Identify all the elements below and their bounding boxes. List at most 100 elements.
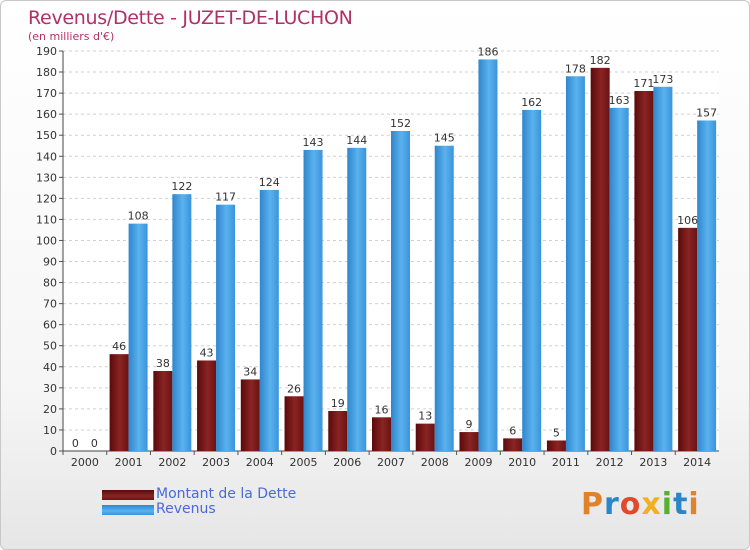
bar-dette [372, 417, 391, 451]
data-label-dette: 43 [200, 346, 214, 359]
data-label-dette: 106 [677, 214, 698, 227]
x-tick-label: 2012 [596, 456, 624, 469]
axes: 0102030405060708090100110120130140150160… [36, 45, 719, 469]
data-label-revenus: 152 [390, 117, 411, 130]
x-tick-label: 2011 [552, 456, 580, 469]
data-label-dette: 38 [156, 357, 170, 370]
y-tick-label: 110 [36, 213, 57, 226]
data-label-revenus: 124 [259, 176, 280, 189]
chart-unit-label: (en milliers d'€) [28, 30, 115, 43]
y-tick-label: 150 [36, 129, 57, 142]
data-label-dette: 16 [375, 403, 389, 416]
x-tick-label: 2013 [639, 456, 667, 469]
bar-dette [197, 360, 217, 451]
data-label-revenus: 173 [652, 73, 673, 86]
data-label-dette: 19 [331, 397, 345, 410]
bar-revenus [609, 107, 629, 451]
bar-revenus [128, 223, 148, 451]
proxiti-logo: Proxiti [581, 487, 700, 522]
bar-revenus [259, 189, 279, 451]
bar-dette [284, 396, 304, 451]
logo-letter: P [581, 487, 604, 522]
y-tick-label: 30 [43, 382, 57, 395]
y-tick-label: 140 [36, 150, 57, 163]
data-label-dette: 6 [509, 424, 516, 437]
bar-dette [590, 67, 610, 451]
y-tick-label: 180 [36, 66, 57, 79]
data-label-dette: 182 [590, 54, 611, 67]
x-tick-label: 2000 [71, 456, 99, 469]
logo-letter: o [619, 487, 642, 522]
bar-dette [328, 411, 348, 451]
data-label-revenus: 186 [477, 45, 498, 58]
y-tick-label: 10 [43, 424, 57, 437]
data-label-revenus: 163 [609, 94, 630, 107]
data-label-dette: 34 [243, 365, 257, 378]
bar-dette [546, 440, 566, 451]
data-label-revenus: 144 [346, 134, 367, 147]
x-tick-label: 2001 [115, 456, 143, 469]
legend-swatch-dette [102, 490, 154, 500]
bar-revenus [172, 194, 192, 451]
bar-revenus [347, 147, 367, 451]
y-tick-label: 170 [36, 87, 57, 100]
y-tick-label: 70 [43, 298, 57, 311]
bars [109, 59, 717, 452]
x-tick-label: 2007 [377, 456, 405, 469]
bar-dette [109, 354, 129, 451]
data-label-revenus: 108 [128, 210, 149, 223]
bar-revenus [653, 86, 673, 451]
logo-letter: i [661, 487, 674, 522]
y-tick-label: 60 [43, 319, 57, 332]
legend-label-revenus: Revenus [156, 501, 216, 517]
y-tick-label: 90 [43, 256, 57, 269]
data-label-dette: 0 [72, 437, 79, 450]
legend-label-dette: Montant de la Dette [156, 486, 297, 502]
data-label-revenus: 117 [215, 191, 236, 204]
logo-letter: r [604, 487, 620, 522]
logo-letter: x [641, 487, 662, 522]
bar-revenus [216, 204, 236, 451]
y-tick-label: 50 [43, 340, 57, 353]
data-label-revenus: 122 [171, 180, 192, 193]
bar-dette [240, 379, 260, 451]
x-tick-label: 2005 [290, 456, 318, 469]
bar-revenus [522, 109, 542, 452]
y-tick-label: 40 [43, 361, 57, 374]
data-label-revenus: 178 [565, 62, 586, 75]
y-tick-label: 160 [36, 108, 57, 121]
bar-dette [634, 91, 654, 451]
data-label-revenus: 157 [696, 106, 717, 119]
data-label-revenus: 143 [303, 136, 324, 149]
data-label-dette: 171 [633, 77, 654, 90]
data-labels: 0 0 46 108 38 122 43 117 34 124 26 143 19 144 16 152 13 1… [72, 45, 717, 450]
data-label-revenus: 145 [434, 132, 455, 145]
bar-dette [503, 438, 523, 451]
y-tick-label: 80 [43, 277, 57, 290]
x-tick-label: 2003 [202, 456, 230, 469]
bar-revenus [697, 120, 717, 451]
y-tick-label: 100 [36, 234, 57, 247]
y-tick-label: 120 [36, 192, 57, 205]
data-label-revenus: 162 [521, 96, 542, 109]
x-tick-label: 2008 [421, 456, 449, 469]
bar-revenus [565, 76, 585, 452]
x-tick-label: 2004 [246, 456, 274, 469]
y-tick-label: 0 [50, 445, 57, 458]
bar-revenus [434, 145, 454, 451]
x-tick-label: 2010 [508, 456, 536, 469]
bar-dette [153, 371, 173, 451]
bar-revenus [303, 149, 323, 451]
data-label-revenus: 0 [91, 437, 98, 450]
x-tick-label: 2006 [333, 456, 361, 469]
x-tick-label: 2009 [464, 456, 492, 469]
data-label-dette: 5 [553, 426, 560, 439]
bar-revenus [391, 131, 410, 451]
legend-swatch-revenus [102, 505, 154, 515]
y-tick-label: 130 [36, 171, 57, 184]
bar-dette [678, 227, 698, 451]
logo-letter: t [673, 487, 689, 522]
chart-title: Revenus/Dette - JUZET-DE-LUCHON [28, 7, 353, 29]
